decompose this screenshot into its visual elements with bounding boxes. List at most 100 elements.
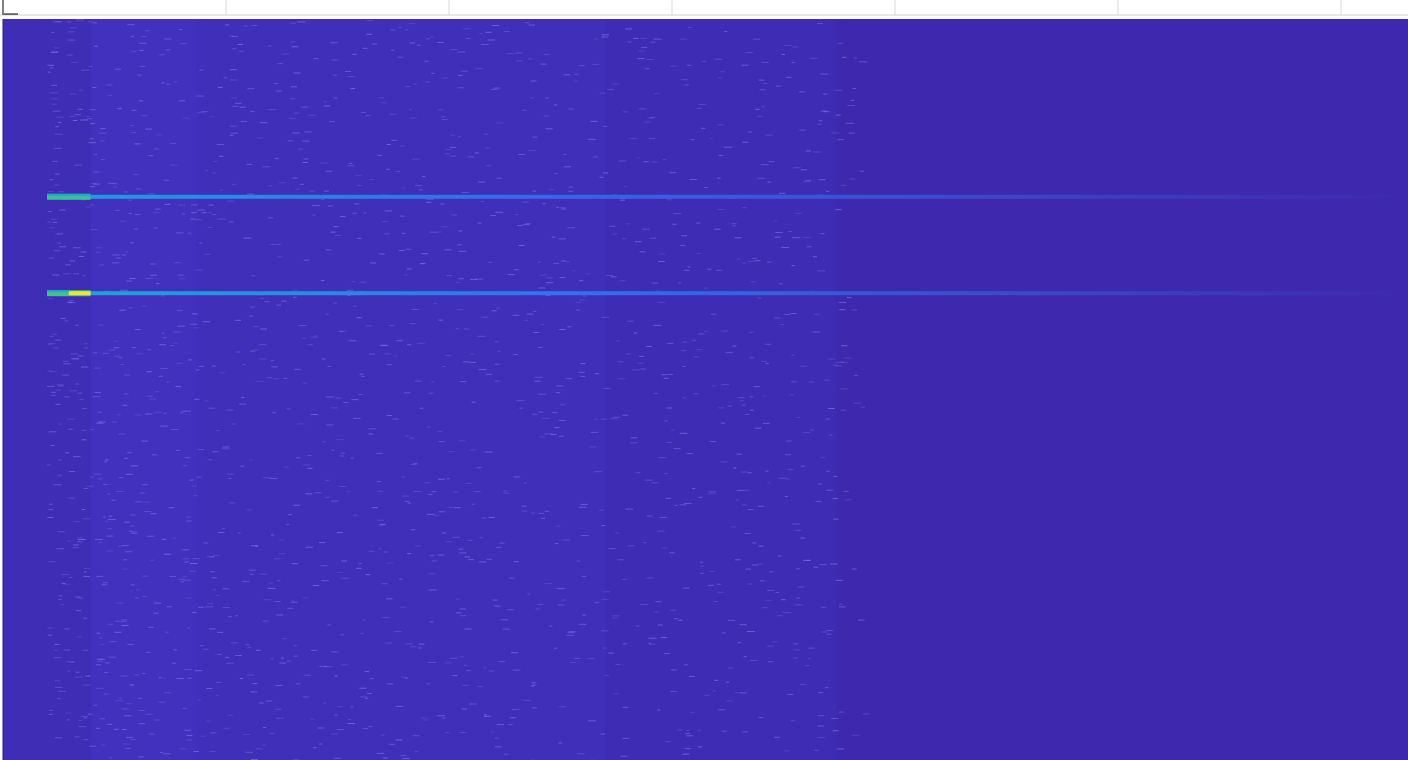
- speckle: [331, 59, 340, 61]
- speckle: [330, 733, 338, 735]
- speckle: [267, 587, 276, 589]
- speckle: [320, 162, 329, 164]
- speckle: [394, 631, 402, 633]
- speckle: [718, 77, 722, 79]
- speckle: [246, 163, 253, 165]
- speckle: [468, 559, 474, 561]
- speckle: [209, 750, 216, 752]
- speckle: [286, 524, 290, 525]
- speckle: [487, 39, 496, 41]
- speckle: [257, 137, 264, 139]
- speckle: [136, 589, 141, 591]
- speckle: [638, 50, 645, 52]
- speckle: [553, 647, 558, 649]
- speckle: [178, 274, 184, 276]
- speckle: [324, 496, 330, 498]
- speckle: [559, 277, 566, 278]
- speckle: [154, 148, 159, 150]
- speckle: [272, 412, 276, 414]
- speckle: [601, 598, 609, 600]
- speckle: [803, 181, 811, 183]
- speckle: [382, 221, 389, 222]
- speckle: [805, 665, 810, 667]
- speckle: [279, 539, 285, 541]
- speckle: [473, 491, 481, 493]
- speckle: [792, 46, 798, 48]
- speckle: [166, 606, 172, 608]
- speckle: [617, 559, 624, 561]
- speckle: [815, 500, 822, 502]
- speckle: [693, 393, 699, 395]
- speckle: [400, 145, 405, 147]
- speckle: [410, 437, 414, 439]
- speckle: [672, 223, 677, 225]
- speckle: [401, 187, 406, 189]
- speckle: [542, 203, 546, 205]
- speckle: [700, 565, 705, 567]
- speckle: [84, 343, 88, 345]
- speckle: [737, 258, 741, 260]
- speckle: [835, 209, 842, 211]
- speckle: [341, 560, 348, 562]
- speckle: [88, 66, 93, 67]
- speckle: [368, 550, 375, 552]
- speckle: [340, 664, 349, 666]
- speckle: [424, 60, 429, 62]
- speckle: [721, 384, 729, 386]
- speckle: [264, 301, 270, 303]
- speckle: [164, 179, 170, 181]
- speckle: [89, 476, 95, 478]
- speckle: [674, 504, 678, 506]
- speckle: [83, 576, 91, 578]
- speckle: [196, 209, 205, 211]
- speckle: [799, 91, 805, 93]
- speckle: [130, 584, 136, 586]
- speckle: [755, 108, 760, 110]
- speckle: [718, 154, 723, 156]
- speckle: [67, 21, 72, 23]
- speckle: [580, 363, 586, 365]
- speckle: [680, 350, 687, 352]
- speckle: [623, 111, 629, 113]
- speckle: [99, 718, 106, 720]
- speckle: [715, 58, 722, 60]
- speckle: [83, 571, 87, 573]
- speckle: [742, 262, 746, 264]
- speckle: [817, 725, 824, 727]
- speckle: [477, 181, 486, 183]
- speckle: [99, 140, 105, 142]
- speckle: [266, 377, 273, 379]
- speckle: [665, 741, 671, 743]
- speckle: [72, 358, 80, 360]
- speckle: [70, 353, 78, 355]
- speckle: [357, 237, 362, 239]
- speckle: [781, 599, 786, 601]
- speckle: [55, 404, 60, 406]
- speckle: [717, 591, 724, 593]
- speckle: [247, 88, 255, 90]
- speckle: [527, 593, 531, 595]
- speckle: [790, 720, 795, 722]
- speckle: [65, 264, 71, 266]
- speckle: [498, 660, 505, 662]
- speckle: [381, 583, 388, 585]
- speckle: [125, 551, 132, 553]
- speckle: [813, 331, 820, 333]
- speckle: [532, 684, 537, 686]
- speckle: [495, 341, 499, 343]
- speckle: [50, 52, 59, 53]
- speckle: [441, 116, 446, 118]
- speckle: [173, 331, 181, 333]
- speckle: [120, 364, 125, 365]
- speckle: [227, 714, 233, 716]
- speckle: [640, 604, 649, 605]
- speckle: [440, 226, 449, 228]
- speckle: [835, 361, 844, 363]
- speckle: [320, 565, 328, 567]
- speckle: [555, 525, 561, 527]
- speckle: [839, 388, 848, 390]
- speckle: [163, 753, 171, 755]
- speckle: [211, 365, 216, 367]
- speckle: [253, 325, 259, 327]
- speckle: [64, 396, 70, 398]
